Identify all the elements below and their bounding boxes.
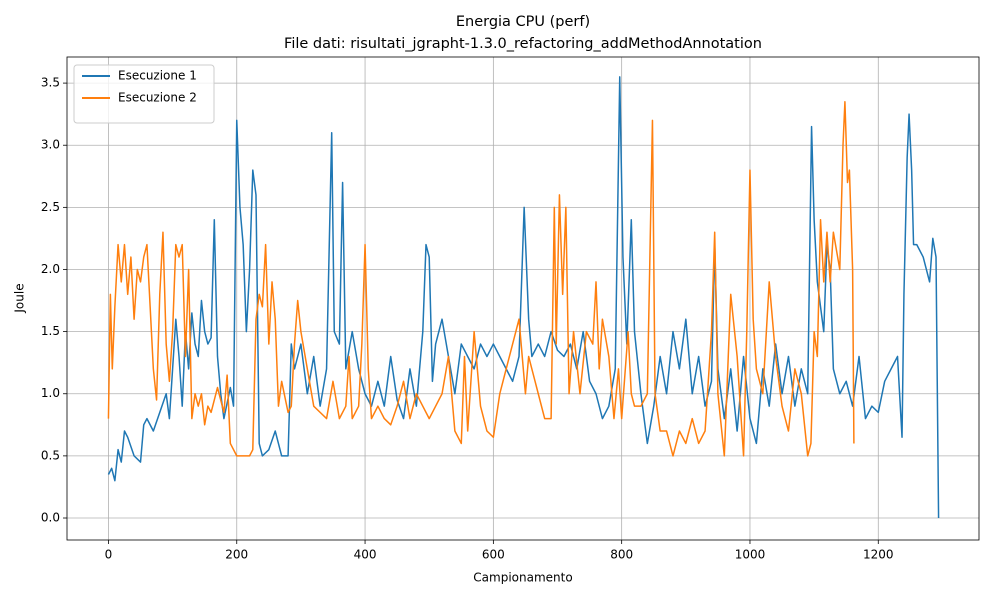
- axes-frame: [66, 56, 980, 541]
- legend-box: [73, 64, 215, 124]
- y-tick-label: 0.0: [41, 511, 60, 525]
- y-tick-label: 1.0: [41, 386, 60, 400]
- y-axis-label: Joule: [13, 283, 27, 313]
- y-tick-label: 0.5: [41, 448, 60, 462]
- legend-label: Esecuzione 1: [118, 69, 197, 83]
- x-tick-label: 0: [105, 548, 113, 562]
- x-tick-label: 600: [482, 548, 505, 562]
- grid: [67, 57, 979, 540]
- x-tick-label: 400: [354, 548, 377, 562]
- chart-title: Energia CPU (perf): [456, 14, 590, 30]
- plot-area: [107, 76, 940, 519]
- series-line: [107, 76, 940, 519]
- x-tick-label: 200: [225, 548, 248, 562]
- x-axis-label: Campionamento: [473, 571, 572, 585]
- legend: Esecuzione 1 Esecuzione 2: [73, 64, 215, 124]
- legend-label: Esecuzione 2: [118, 91, 197, 105]
- y-tick-label: 3.5: [41, 76, 60, 90]
- y-tick-label: 1.5: [41, 324, 60, 338]
- y-tick-label: 2.0: [41, 262, 60, 276]
- series-line: [107, 100, 855, 457]
- y-tick-label: 2.5: [41, 200, 60, 214]
- y-tick-label: 3.0: [41, 138, 60, 152]
- chart-subtitle: File dati: risultati_jgrapht-1.3.0_refac…: [284, 36, 762, 52]
- x-tick-label: 1000: [735, 548, 766, 562]
- x-tick-label: 800: [610, 548, 633, 562]
- x-tick-label: 1200: [863, 548, 894, 562]
